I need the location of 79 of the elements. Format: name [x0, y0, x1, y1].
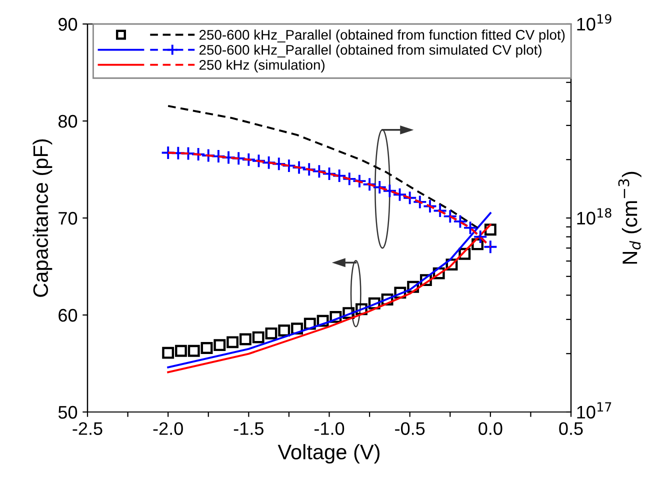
point [422, 199, 438, 214]
point [420, 274, 432, 286]
point [432, 204, 448, 218]
point [412, 194, 428, 210]
point [342, 172, 357, 186]
point [330, 310, 342, 323]
point [368, 297, 380, 310]
point [302, 162, 316, 177]
point [282, 158, 296, 173]
point [362, 177, 377, 192]
point [188, 344, 200, 357]
point [356, 303, 368, 316]
point [231, 151, 246, 166]
x-tick-label: 0.5 [559, 422, 583, 435]
y-tick-label: 50 [58, 406, 78, 419]
point [446, 258, 458, 271]
point [214, 339, 226, 352]
point [484, 224, 496, 236]
point [382, 184, 397, 198]
point [458, 248, 471, 260]
point [332, 168, 347, 184]
point [226, 336, 239, 348]
point [201, 148, 216, 163]
point [278, 324, 290, 336]
point [472, 238, 484, 250]
y2-tick-label: 10$^{19}$ [577, 14, 612, 31]
point [463, 220, 478, 236]
x-tick-label: -0.5 [395, 422, 425, 435]
legend-label: 250-600 kHz_Parallel (obtained from function fitted CV plot) [199, 30, 565, 43]
point [239, 333, 252, 346]
point [316, 314, 329, 327]
point [241, 152, 256, 167]
point [372, 180, 387, 195]
point [473, 230, 488, 244]
y2-axis-title: N$_{d}$ (cm$^{−3}$) [618, 172, 642, 264]
point [352, 174, 367, 188]
x-tick-label: -1.0 [314, 422, 344, 435]
x-tick-label: -2.0 [153, 422, 183, 435]
point [483, 240, 498, 254]
point [442, 209, 458, 224]
point [262, 155, 276, 170]
point [181, 146, 196, 161]
point [191, 147, 206, 162]
point [392, 187, 407, 202]
point [394, 286, 406, 299]
point [312, 164, 326, 179]
legend-label: 250-600 kHz_Parallel (obtained from simulated CV plot) [199, 44, 542, 58]
x-tick-label: -2.5 [72, 422, 102, 435]
point [200, 342, 213, 354]
point [272, 156, 286, 172]
y2-tick-label: 10$^{17}$ [577, 402, 612, 419]
x-tick-label: -1.5 [234, 422, 264, 435]
point [162, 346, 174, 359]
point [381, 294, 394, 306]
line-series [167, 104, 478, 229]
point [407, 280, 420, 293]
point [221, 150, 236, 165]
point [402, 190, 418, 206]
point [211, 149, 226, 164]
point [292, 160, 306, 175]
y2-tick-label: 10$^{18}$ [577, 208, 612, 225]
y-tick-label: 60 [58, 308, 78, 322]
point [452, 214, 468, 229]
point [265, 327, 278, 340]
x-axis-title: Voltage (V) [278, 444, 380, 464]
y-tick-label: 90 [58, 18, 78, 31]
legend-label: 250 kHz (simulation) [199, 60, 324, 73]
point [175, 344, 187, 357]
x-tick-label: 0.0 [478, 422, 502, 435]
point [322, 166, 336, 182]
y-tick-label: 80 [58, 114, 78, 128]
point [432, 267, 445, 280]
point [252, 154, 266, 168]
y-tick-label: 70 [58, 212, 78, 225]
point [304, 318, 316, 330]
y-axis-title: Capacitance (pF) [32, 139, 52, 297]
point [252, 331, 264, 344]
point [342, 307, 355, 320]
point [291, 322, 303, 335]
